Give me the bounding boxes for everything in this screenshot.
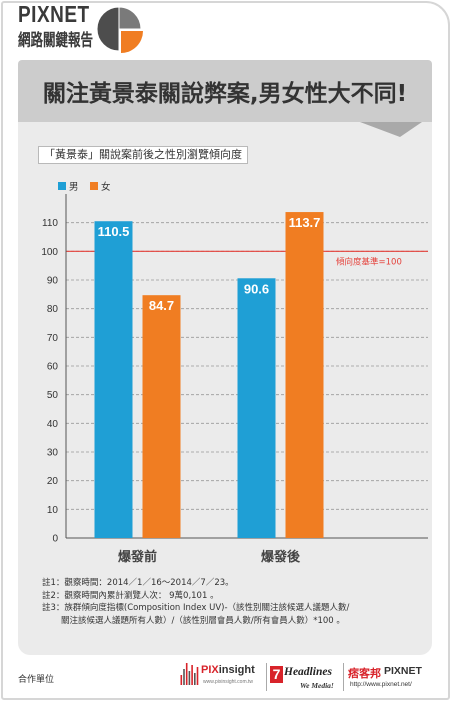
bar-value-label: 84.7 [149, 298, 174, 313]
y-tick-label: 80 [47, 304, 59, 315]
pixnet-url: http://www.pixnet.net/ [350, 681, 412, 688]
headline-text: 關注黃景泰關說弊案,男女性大不同! [42, 81, 408, 107]
logo-divider [266, 663, 267, 691]
y-tick-label: 90 [47, 276, 59, 287]
note-2: 註2：觀察時間內累計瀏覽人次： 9萬0,101 。 [42, 590, 349, 603]
headlines-tagline: We Media! [300, 681, 334, 690]
y-tick-label: 40 [47, 419, 59, 430]
bar-chart: 0 10 20 30 40 50 60 70 80 90 100 110 傾向度基準=100 110.5 8… [41, 194, 428, 565]
bar-value-label: 113.7 [289, 215, 321, 230]
legend-label-male: 男 [69, 181, 79, 193]
legend-swatch-male [58, 181, 66, 190]
pixinsight-logo: PIXinsight [201, 664, 255, 676]
partners-label: 合作單位 [18, 675, 55, 685]
pixinsight-name-suffix: insight [218, 664, 255, 676]
bar-female-1 [142, 295, 181, 538]
note-label: 註2： [42, 590, 65, 601]
y-tick-label: 0 [52, 534, 58, 545]
equalizer-bars-icon [180, 663, 199, 685]
logo-divider [343, 663, 344, 691]
note-label: 註1： [42, 578, 65, 588]
headline-banner: 關注黃景泰關說弊案,男女性大不同! [18, 60, 432, 122]
pixinsight-name-prefix: PIX [201, 664, 219, 676]
x-category-label: 爆發前 [118, 549, 157, 565]
chart-title: 「黃景泰」關說案前後之性別瀏覽傾向度 [38, 146, 248, 164]
y-tick-label: 100 [41, 247, 58, 258]
bar-male-1 [94, 221, 133, 538]
bar-male-2 [237, 278, 276, 538]
legend-label-female: 女 [101, 181, 111, 193]
reference-line-label: 傾向度基準=100 [336, 256, 402, 267]
banner-fold-decoration [360, 122, 422, 137]
pixnet-logo-en: PIXNET [384, 665, 422, 677]
note-text: 族群傾向度指標(Composition Index UV)-（該性別關注該候選人… [64, 603, 350, 613]
notes: 註1：觀察時間：2014／1／16～2014／7／23。 註2：觀察時間內累計瀏… [42, 577, 349, 627]
note-label: 註3： [42, 603, 65, 613]
bar-value-label: 110.5 [98, 224, 130, 239]
brand-name: PIXNET [18, 2, 90, 29]
y-tick-label: 60 [47, 362, 59, 373]
note-1: 註1：觀察時間：2014／1／16～2014／7／23。 [42, 577, 349, 590]
chart-panel [18, 122, 432, 655]
pixnet-logo-zh: 痞客邦 [348, 667, 381, 680]
y-tick-label: 50 [47, 390, 59, 401]
y-tick-label: 30 [47, 448, 59, 459]
note-text: 觀察時間內累計瀏覽人次： 9萬0,101 。 [64, 590, 219, 601]
pixinsight-url: www.pixinsight.com.tw [203, 679, 254, 685]
note-text: 觀察時間：2014／1／16～2014／7／23。 [64, 578, 234, 588]
y-tick-label: 70 [47, 333, 59, 344]
legend-item-female: 女 [90, 180, 111, 193]
pie-chart-icon [96, 6, 143, 53]
note-3: 註3：族群傾向度指標(Composition Index UV)-（該性別關注該… [42, 602, 349, 615]
headlines-logo: Headlines [284, 666, 332, 678]
bar-female-2 [285, 212, 324, 538]
legend-swatch-female [90, 181, 98, 190]
report-title: 網路關鍵報告 [18, 29, 94, 50]
y-tick-label: 10 [47, 505, 59, 516]
headlines-badge: 7 [270, 666, 283, 683]
y-tick-label: 110 [42, 218, 58, 229]
legend-item-male: 男 [58, 180, 79, 193]
y-tick-label: 20 [47, 476, 59, 487]
x-category-label: 爆發後 [261, 549, 301, 565]
bar-value-label: 90.6 [244, 281, 269, 296]
note-3-continuation: 關注該候選人議題所有人數）/（該性別層會員人數/所有會員人數）*100 。 [61, 615, 345, 626]
